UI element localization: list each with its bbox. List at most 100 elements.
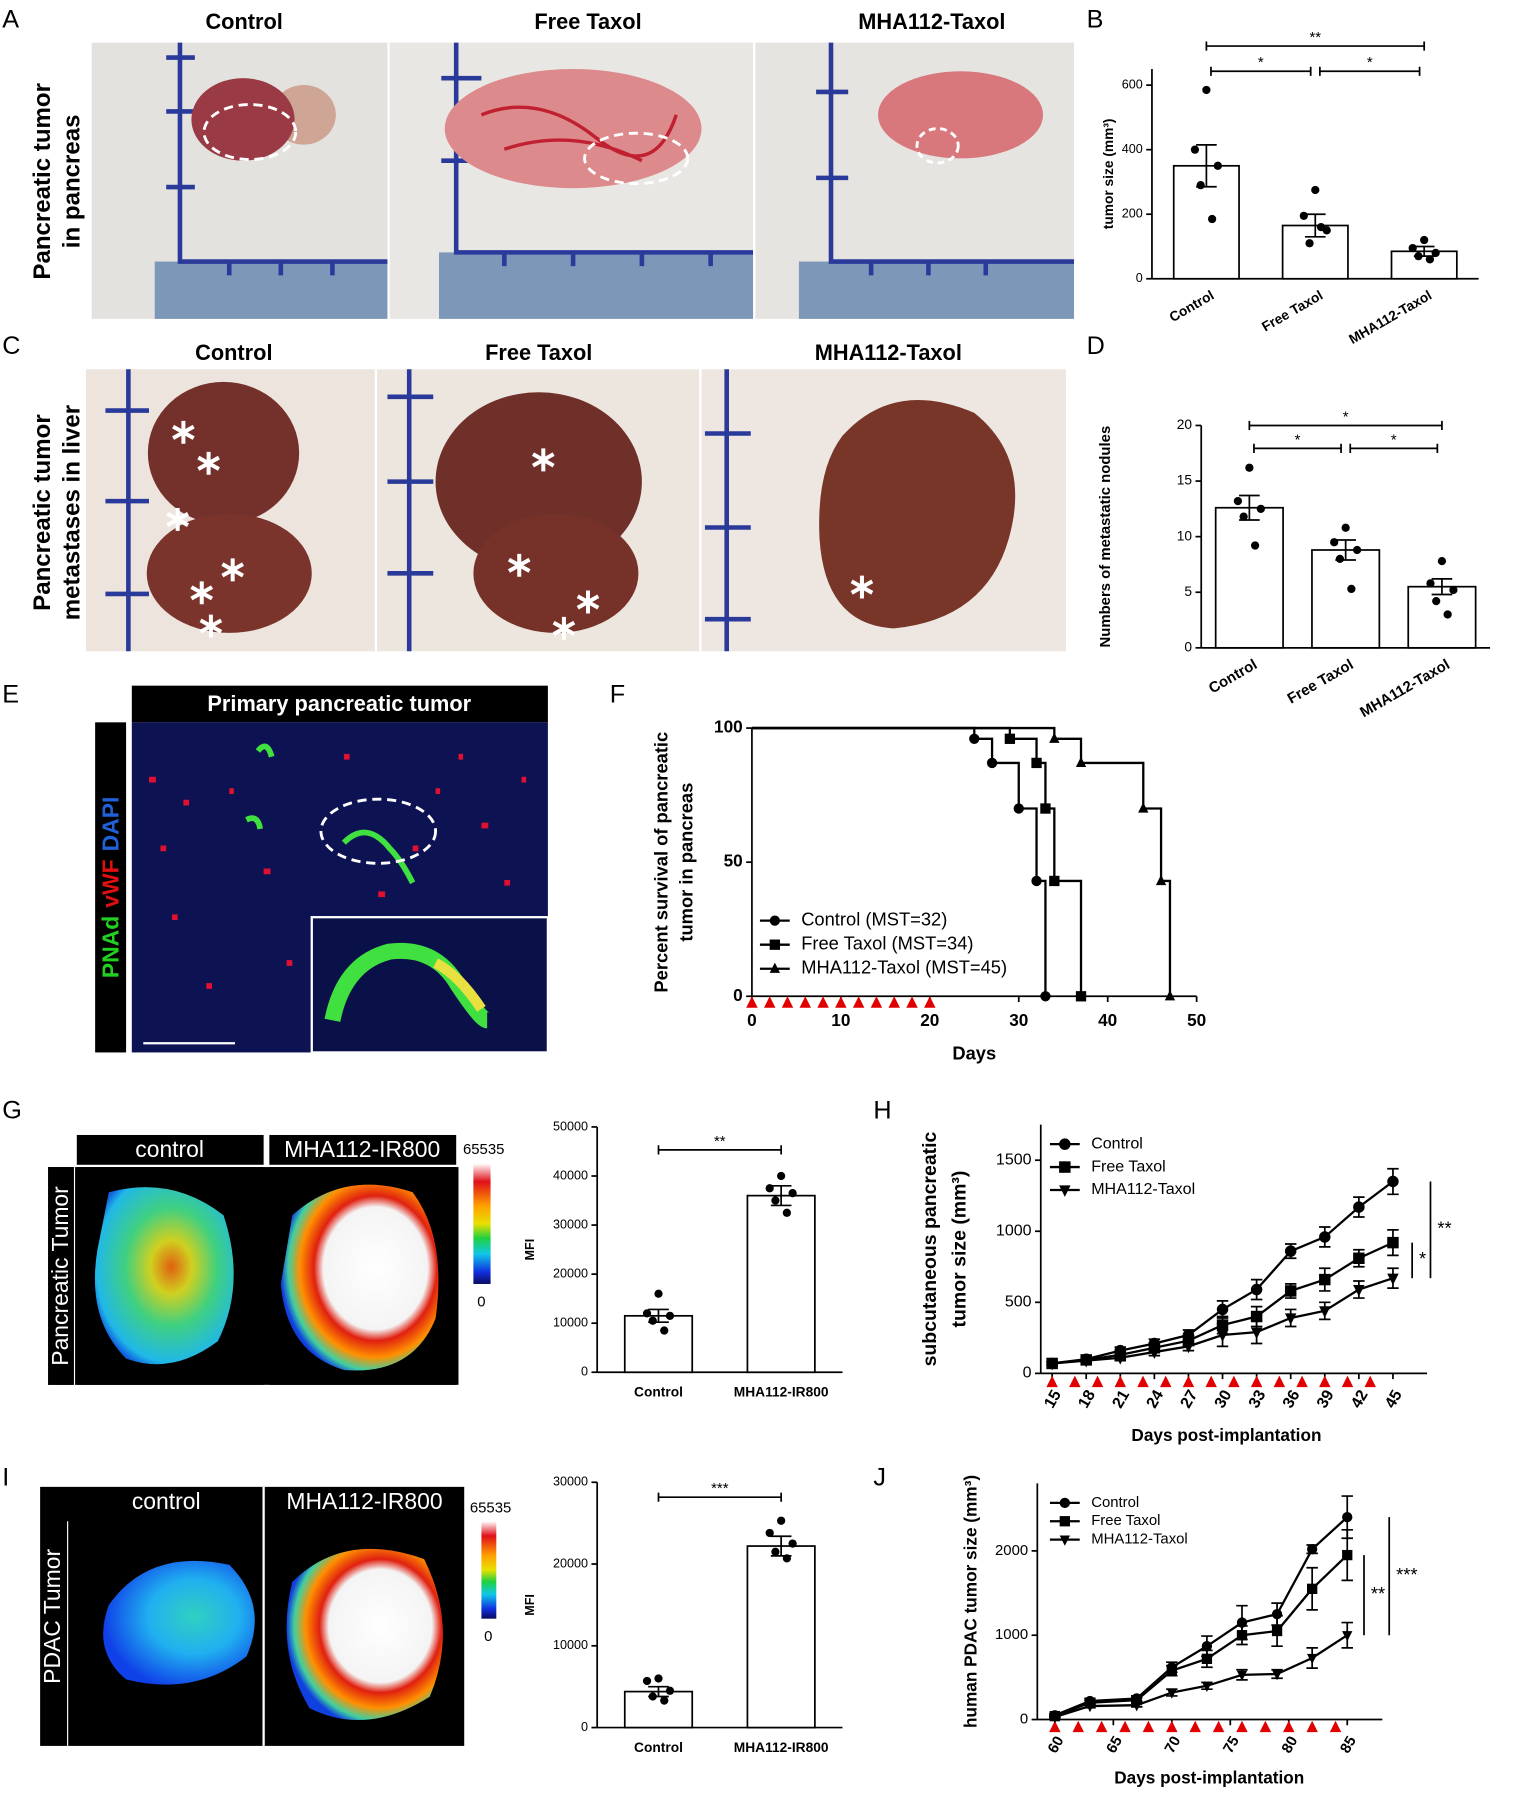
marker (1182, 1341, 1195, 1354)
y-tick-label: 5 (1184, 584, 1192, 599)
marker (1164, 990, 1176, 1001)
x-tick-label: 65 (1104, 1734, 1126, 1756)
photo-shape (438, 252, 754, 319)
treatment-marker (1296, 1375, 1308, 1388)
marker (1049, 875, 1060, 887)
y-axis-label: tumor size (mm³) (1101, 118, 1116, 229)
treatment-marker (799, 996, 812, 1008)
legend-label: Control (1091, 1134, 1143, 1152)
marker (1342, 1631, 1353, 1642)
marker (1131, 1701, 1142, 1712)
legend-marker (1059, 1516, 1070, 1527)
photo-title: Free Taxol (534, 9, 641, 34)
significance-bracket (1253, 443, 1342, 453)
treatment-marker (1095, 1720, 1108, 1733)
y-tick-label: 20 (1177, 417, 1193, 432)
photo-shape (147, 381, 300, 525)
treatment-marker (817, 996, 829, 1008)
legend-label: Free Taxol (1091, 1513, 1160, 1529)
treatment-marker (1114, 1375, 1127, 1388)
marker (1013, 803, 1024, 814)
marker (1004, 733, 1016, 744)
marker (1201, 1641, 1213, 1652)
x-tick-label: 80 (1279, 1734, 1301, 1756)
panel-letter: F (610, 681, 625, 709)
y-tick-label: 200 (1122, 207, 1143, 221)
side-label: Pancreatic tumor (29, 83, 56, 280)
data-point (1425, 255, 1435, 264)
data-point (1335, 554, 1345, 564)
photo-shape (105, 369, 150, 652)
data-point (1426, 579, 1435, 588)
data-point (648, 1692, 657, 1701)
y-tick-label: 50000 (553, 1119, 588, 1133)
stain-word: PNAd (97, 916, 123, 978)
data-point (1245, 463, 1254, 472)
x-tick-label: 10 (831, 1010, 850, 1030)
treatment-marker (888, 996, 900, 1008)
data-point (1239, 512, 1248, 521)
data-point (782, 1208, 792, 1217)
photo-shape (154, 261, 388, 319)
image-title: MHA112-IR800 (284, 1136, 440, 1162)
treatment-marker (1341, 1375, 1354, 1388)
treatment-marker (763, 996, 776, 1008)
x-tick-label: 40 (1098, 1010, 1117, 1030)
significance-label: * (1258, 55, 1264, 71)
photo-shape (319, 797, 437, 865)
data-point (654, 1674, 663, 1683)
photo-shape (324, 942, 491, 1029)
x-tick-label: 30 (1009, 1010, 1028, 1030)
treatment-marker (1069, 1375, 1081, 1388)
photo-shape (48, 1167, 74, 1385)
data-point (654, 1289, 663, 1298)
marker (1284, 1245, 1297, 1257)
error-bar (1304, 213, 1326, 238)
error-bar (1431, 578, 1453, 596)
legend-marker (769, 939, 780, 950)
marker (1166, 1688, 1177, 1699)
significance-label: * (1391, 432, 1397, 448)
treatment-marker (1212, 1720, 1225, 1733)
panel-letter: I (2, 1463, 9, 1491)
treatment-marker (1319, 1375, 1331, 1388)
y-tick-label: 1500 (996, 1150, 1032, 1168)
photo-shape (819, 399, 1016, 629)
y-axis-label: subcutaneous pancreatic (919, 1131, 941, 1366)
data-point (1250, 541, 1260, 550)
marker (1040, 991, 1051, 1002)
marker (1271, 1669, 1283, 1681)
side-label: Pancreatic tumor (29, 414, 56, 611)
treatment-marker (1189, 1720, 1201, 1733)
bar (623, 1314, 694, 1374)
significance-label: ** (1371, 1583, 1385, 1604)
significance-bracket (657, 1492, 783, 1502)
marker (1307, 1544, 1318, 1555)
photo-shape (95, 722, 127, 1053)
data-point (665, 1311, 675, 1320)
scale-min: 0 (477, 1294, 485, 1310)
legend-marker (769, 962, 780, 973)
side-label: metastases in liver (59, 405, 86, 620)
y-tick-label: 0 (1184, 639, 1192, 654)
y-tick-label: 500 (1005, 1293, 1032, 1311)
photo-shape (481, 1521, 497, 1619)
y-axis-label: Percent survival of pancreatic (650, 732, 671, 993)
treatment-marker (1072, 1720, 1084, 1733)
data-point (771, 1547, 780, 1556)
x-axis-label: Days post-implantation (1114, 1768, 1304, 1788)
data-point (1311, 185, 1320, 195)
treatment-marker (1160, 1375, 1172, 1388)
image-title: Primary pancreatic tumor (207, 691, 471, 716)
data-point (660, 1696, 669, 1705)
marker (1250, 1310, 1263, 1323)
scale-min: 0 (484, 1629, 492, 1645)
data-point (660, 1326, 669, 1335)
photo-panel-i (40, 1486, 497, 1746)
photo-shape (480, 105, 678, 163)
y-tick-label: 400 (1122, 142, 1143, 156)
marker (1075, 991, 1087, 1002)
y-axis-label: Numbers of metastatic nodules (1098, 426, 1114, 648)
photo-shape (441, 42, 754, 267)
significance-label: * (1367, 55, 1373, 71)
